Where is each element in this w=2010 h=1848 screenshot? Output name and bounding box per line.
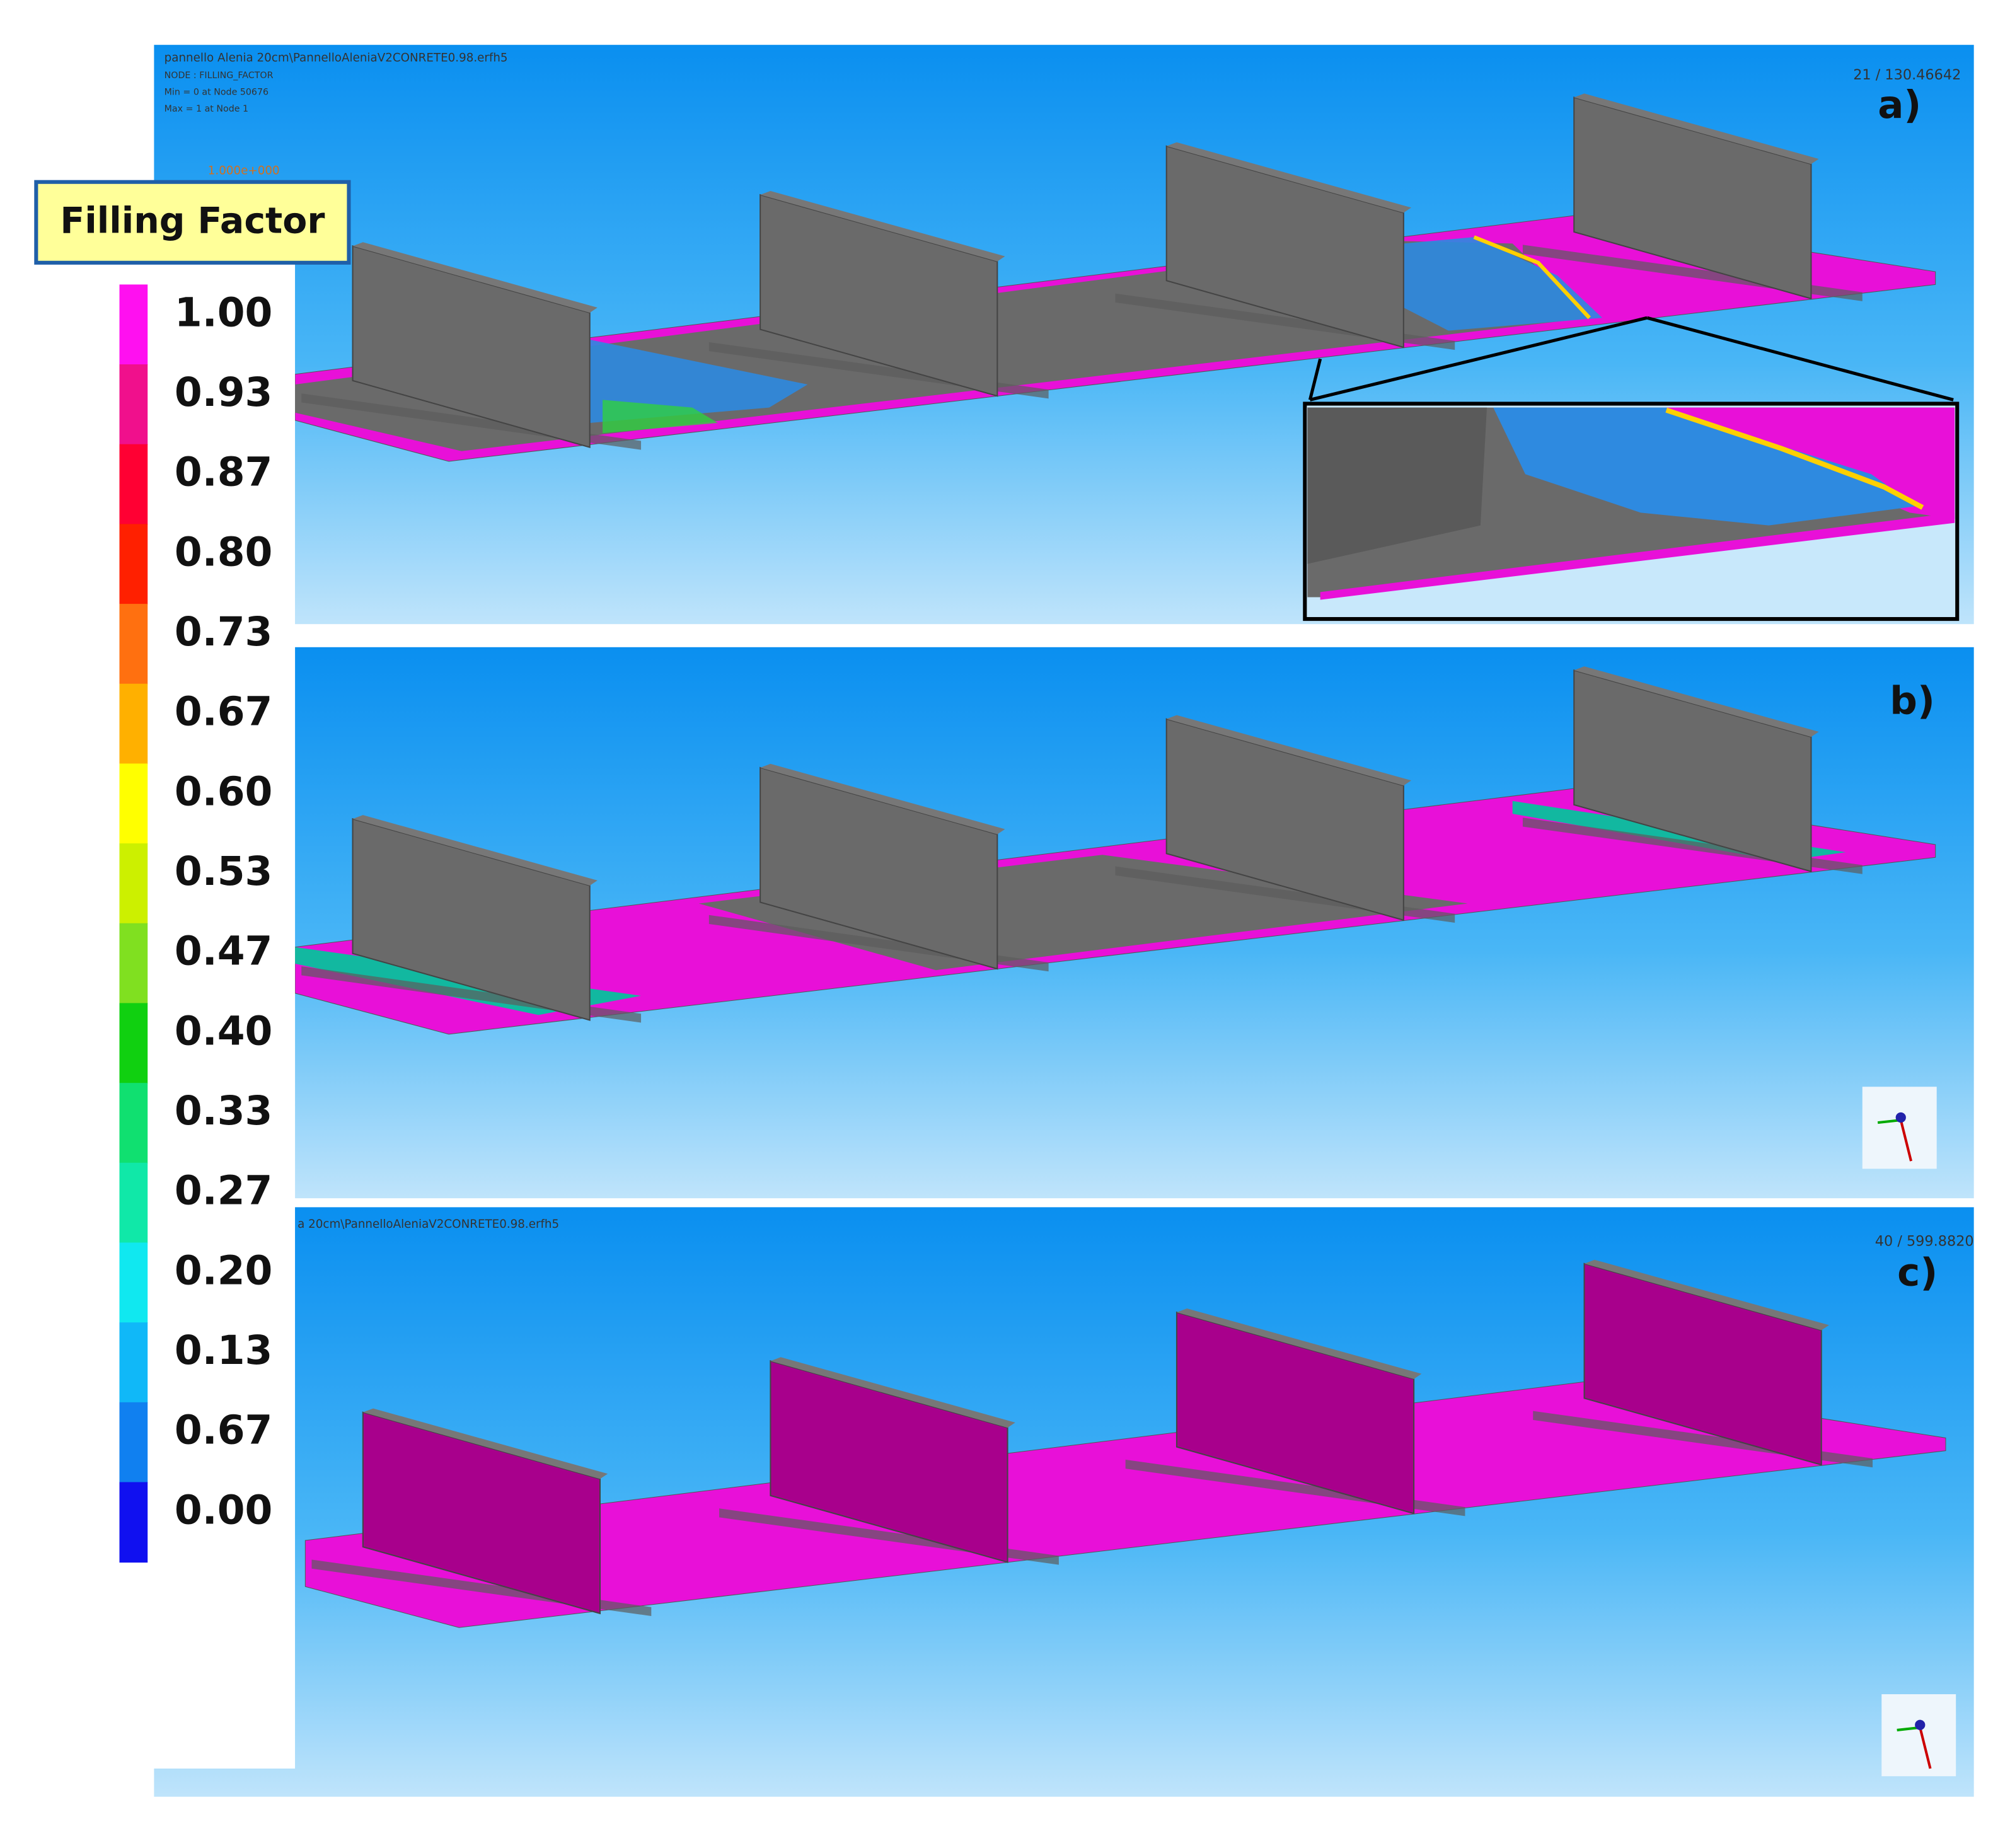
legend-swatch bbox=[119, 1482, 148, 1563]
viewer-scale-label: 1.000e+000 bbox=[208, 165, 280, 178]
rib-top bbox=[352, 242, 598, 313]
arrow bbox=[1646, 316, 1954, 401]
legend-label: 0.73 bbox=[175, 608, 272, 655]
legend-label: 0.60 bbox=[175, 768, 272, 814]
legend-swatch bbox=[119, 1322, 148, 1403]
viewer-header: pannello Alenia 20cm\PannelloAleniaV2CON… bbox=[165, 52, 508, 65]
axis-triad bbox=[1862, 1087, 1937, 1169]
rib bbox=[760, 766, 998, 970]
flow-front bbox=[603, 400, 719, 434]
axis-x bbox=[1899, 1119, 1913, 1162]
legend: 1.00 0.93 0.87 0.80 0.73 0.67 0.60 0.53 0.47 0.40… bbox=[119, 284, 272, 1563]
arrow bbox=[1309, 316, 1648, 401]
viewer-header: a 20cm\PannelloAleniaV2CONRETE0.98.erfh5 bbox=[297, 1218, 559, 1231]
legend-label: 0.33 bbox=[175, 1087, 272, 1134]
legend-swatch bbox=[119, 923, 148, 1004]
rib-top bbox=[1574, 666, 1819, 737]
rib-top bbox=[1176, 1308, 1422, 1379]
rib bbox=[1573, 669, 1812, 872]
rib bbox=[1583, 1262, 1822, 1466]
inset-flow bbox=[1493, 407, 1917, 526]
legend-swatch bbox=[119, 524, 148, 605]
legend-swatch bbox=[119, 1402, 148, 1483]
rib-top bbox=[1166, 715, 1412, 786]
legend-label: 0.40 bbox=[175, 1007, 272, 1054]
panel-label: a) bbox=[1878, 83, 1921, 127]
viewer-header: Max = 1 at Node 1 bbox=[165, 104, 248, 114]
rib bbox=[352, 817, 591, 1021]
panel-label: b) bbox=[1890, 679, 1935, 724]
legend-label: 0.80 bbox=[175, 528, 272, 575]
legend-swatch bbox=[119, 604, 148, 684]
legend-label: 0.53 bbox=[175, 848, 272, 894]
flow-edge bbox=[1473, 235, 1591, 320]
viewer-counter: 40 / 599.8820 bbox=[1875, 1233, 1974, 1249]
viewer-header: Min = 0 at Node 50676 bbox=[165, 87, 269, 97]
axis-z bbox=[1895, 1112, 1906, 1123]
rib-top bbox=[362, 1408, 608, 1479]
inset-rib bbox=[1307, 407, 1487, 564]
rib-top bbox=[352, 815, 598, 886]
axis-z bbox=[1915, 1719, 1926, 1730]
legend-swatch bbox=[119, 843, 148, 924]
rib bbox=[1165, 718, 1404, 921]
legend-label: 0.13 bbox=[175, 1327, 272, 1373]
legend-label: 0.47 bbox=[175, 928, 272, 974]
legend-swatch bbox=[119, 1003, 148, 1084]
scenes bbox=[294, 93, 1960, 1777]
legend-swatch bbox=[119, 683, 148, 765]
legend-swatch bbox=[119, 444, 148, 525]
flow-front bbox=[589, 339, 808, 423]
model bbox=[294, 93, 1936, 462]
legend-label: 0.93 bbox=[175, 369, 272, 415]
model bbox=[304, 1259, 1946, 1628]
legend-label: 0.20 bbox=[175, 1247, 272, 1293]
legend-swatch bbox=[119, 763, 148, 845]
rib-top bbox=[770, 1357, 1015, 1428]
viewer-header: NODE : FILLING_FACTOR bbox=[165, 71, 274, 81]
rib-top bbox=[1584, 1259, 1829, 1331]
legend-swatch bbox=[119, 1162, 148, 1244]
rib-top bbox=[760, 763, 1005, 834]
flow-front bbox=[1403, 237, 1603, 331]
axis-x bbox=[1919, 1727, 1932, 1769]
legend-label: 0.67 bbox=[175, 1407, 272, 1453]
legend-label: 0.87 bbox=[175, 449, 272, 495]
legend-label: 0.27 bbox=[175, 1167, 272, 1214]
legend-swatch bbox=[119, 284, 148, 366]
rib-top bbox=[1574, 93, 1819, 165]
rib bbox=[760, 193, 998, 397]
legend-swatch bbox=[119, 1083, 148, 1164]
legend-swatch bbox=[119, 364, 148, 445]
arrow bbox=[1308, 358, 1322, 401]
legend-label: 0.00 bbox=[175, 1486, 272, 1533]
model bbox=[294, 666, 1936, 1035]
viewer-counter: 21 / 130.46642 bbox=[1853, 67, 1961, 83]
axis-triad bbox=[1881, 1694, 1956, 1777]
legend-label: 0.67 bbox=[175, 688, 272, 735]
legend-swatch bbox=[119, 1242, 148, 1324]
rib bbox=[352, 245, 591, 448]
legend-title-box bbox=[34, 180, 351, 265]
rib-top bbox=[760, 190, 1005, 262]
legend-title: Filling Factor bbox=[60, 200, 325, 241]
inset-edge bbox=[1320, 512, 1955, 600]
rib-top bbox=[1166, 142, 1412, 213]
inset-flow-edge bbox=[1665, 407, 1924, 510]
panel-label: c) bbox=[1897, 1250, 1938, 1295]
legend-label: 1.00 bbox=[175, 289, 272, 335]
